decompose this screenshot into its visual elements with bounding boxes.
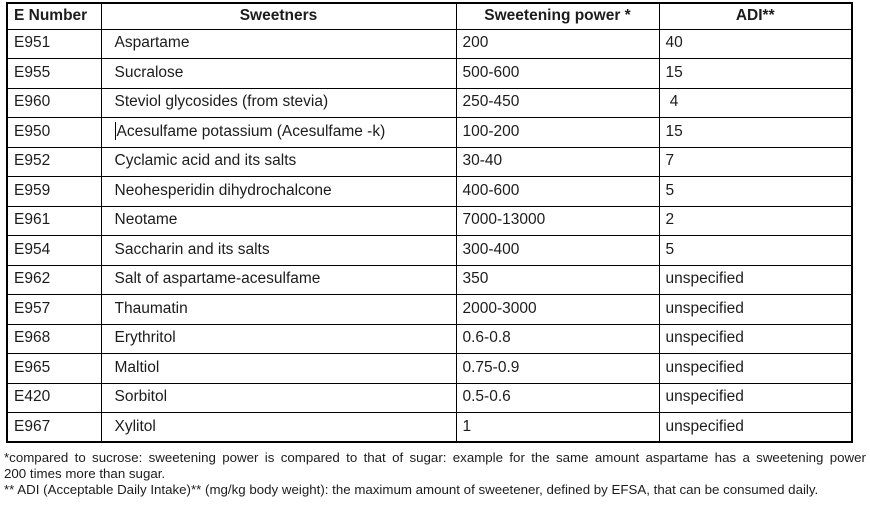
table-row: E952 Cyclamic acid and its salts 30-40 7: [6, 146, 853, 177]
column-header-adi[interactable]: ADI**: [658, 2, 853, 30]
cell-adi[interactable]: unspecified: [658, 323, 853, 354]
footnotes: *compared to sucrose: sweetening power i…: [4, 450, 866, 497]
cell-adi[interactable]: 5: [658, 176, 853, 207]
cell-e-number[interactable]: E951: [6, 28, 102, 59]
cell-sweetener[interactable]: Sorbitol: [100, 382, 457, 413]
table-row: E950 Acesulfame potassium (Acesulfame -k…: [6, 117, 853, 148]
cell-adi[interactable]: 4: [658, 87, 853, 118]
cell-e-number[interactable]: E961: [6, 205, 102, 236]
cell-sweetening-power[interactable]: 0.6-0.8: [455, 323, 660, 354]
cell-sweetening-power[interactable]: 400-600: [455, 176, 660, 207]
cell-adi[interactable]: unspecified: [658, 382, 853, 413]
cell-sweetener[interactable]: Saccharin and its salts: [100, 235, 457, 266]
cell-adi[interactable]: unspecified: [658, 294, 853, 325]
table-header-row: E Number Sweetners Sweetening power * AD…: [6, 2, 853, 30]
cell-sweetener[interactable]: Neohesperidin dihydrochalcone: [100, 176, 457, 207]
table-row: E962 Salt of aspartame-acesulfame 350 un…: [6, 264, 853, 295]
table-row: E961 Neotame 7000-13000 2: [6, 205, 853, 236]
cell-sweetener[interactable]: Steviol glycosides (from stevia): [100, 87, 457, 118]
cell-e-number[interactable]: E960: [6, 87, 102, 118]
cell-sweetening-power[interactable]: 500-600: [455, 58, 660, 89]
cell-sweetening-power[interactable]: 30-40: [455, 146, 660, 177]
cell-adi[interactable]: 7: [658, 146, 853, 177]
cell-adi[interactable]: 15: [658, 58, 853, 89]
cell-e-number[interactable]: E962: [6, 264, 102, 295]
cell-sweetening-power[interactable]: 0.75-0.9: [455, 353, 660, 384]
footnote-adi[interactable]: ** ADI (Acceptable Daily Intake)** (mg/k…: [4, 481, 819, 497]
footnote-sweetening-power-line2[interactable]: 200 times more than sugar.: [4, 465, 166, 481]
cell-e-number[interactable]: E954: [6, 235, 102, 266]
cell-e-number[interactable]: E950: [6, 117, 102, 148]
table-row: E957 Thaumatin 2000-3000 unspecified: [6, 294, 853, 325]
cell-e-number[interactable]: E952: [6, 146, 102, 177]
cell-sweetener[interactable]: Erythritol: [100, 323, 457, 354]
table-row: E954 Saccharin and its salts 300-400 5: [6, 235, 853, 266]
cell-adi[interactable]: unspecified: [658, 264, 853, 295]
table-row: E959 Neohesperidin dihydrochalcone 400-6…: [6, 176, 853, 207]
cell-e-number[interactable]: E955: [6, 58, 102, 89]
table-row: E420 Sorbitol 0.5-0.6 unspecified: [6, 382, 853, 413]
cell-sweetening-power[interactable]: 350: [455, 264, 660, 295]
cell-e-number[interactable]: E967: [6, 412, 102, 443]
cell-sweetening-power[interactable]: 250-450: [455, 87, 660, 118]
table-row: E965 Maltiol 0.75-0.9 unspecified: [6, 353, 853, 384]
table-row: E967 Xylitol 1 unspecified: [6, 412, 853, 443]
footnote-sweetening-power-line1[interactable]: *compared to sucrose: sweetening power i…: [4, 450, 866, 465]
cell-sweetening-power[interactable]: 7000-13000: [455, 205, 660, 236]
cell-adi[interactable]: 15: [658, 117, 853, 148]
cell-sweetening-power[interactable]: 1: [455, 412, 660, 443]
column-header-e-number[interactable]: E Number: [6, 2, 102, 30]
cell-sweetening-power[interactable]: 0.5-0.6: [455, 382, 660, 413]
table-row: E960 Steviol glycosides (from stevia) 25…: [6, 87, 853, 118]
cell-e-number[interactable]: E420: [6, 382, 102, 413]
cell-sweetening-power[interactable]: 100-200: [455, 117, 660, 148]
cell-sweetener[interactable]: Xylitol: [100, 412, 457, 443]
cell-sweetener[interactable]: Aspartame: [100, 28, 457, 59]
column-header-sweetening-power[interactable]: Sweetening power *: [455, 2, 660, 30]
cell-sweetener[interactable]: Acesulfame potassium (Acesulfame -k): [100, 117, 457, 148]
table-body: E951 Aspartame 200 40 E955 Sucralose 500…: [6, 28, 853, 443]
cell-sweetener[interactable]: Neotame: [100, 205, 457, 236]
cell-adi[interactable]: 5: [658, 235, 853, 266]
table-row: E968 Erythritol 0.6-0.8 unspecified: [6, 323, 853, 354]
cell-adi[interactable]: unspecified: [658, 412, 853, 443]
cell-sweetener[interactable]: Maltiol: [100, 353, 457, 384]
cell-e-number[interactable]: E957: [6, 294, 102, 325]
table-row: E955 Sucralose 500-600 15: [6, 58, 853, 89]
cell-e-number[interactable]: E959: [6, 176, 102, 207]
sweeteners-table: E Number Sweetners Sweetening power * AD…: [6, 2, 853, 443]
cell-sweetener[interactable]: Thaumatin: [100, 294, 457, 325]
cell-sweetening-power[interactable]: 2000-3000: [455, 294, 660, 325]
cell-sweetening-power[interactable]: 300-400: [455, 235, 660, 266]
column-header-sweetners[interactable]: Sweetners: [100, 2, 457, 30]
cell-adi[interactable]: 2: [658, 205, 853, 236]
cell-e-number[interactable]: E965: [6, 353, 102, 384]
cell-e-number[interactable]: E968: [6, 323, 102, 354]
text-cursor: [114, 122, 116, 141]
cell-sweetener[interactable]: Sucralose: [100, 58, 457, 89]
cell-sweetener[interactable]: Cyclamic acid and its salts: [100, 146, 457, 177]
cell-sweetening-power[interactable]: 200: [455, 28, 660, 59]
cell-sweetener[interactable]: Salt of aspartame-acesulfame: [100, 264, 457, 295]
table-row: E951 Aspartame 200 40: [6, 28, 853, 59]
cell-adi[interactable]: 40: [658, 28, 853, 59]
cell-adi[interactable]: unspecified: [658, 353, 853, 384]
